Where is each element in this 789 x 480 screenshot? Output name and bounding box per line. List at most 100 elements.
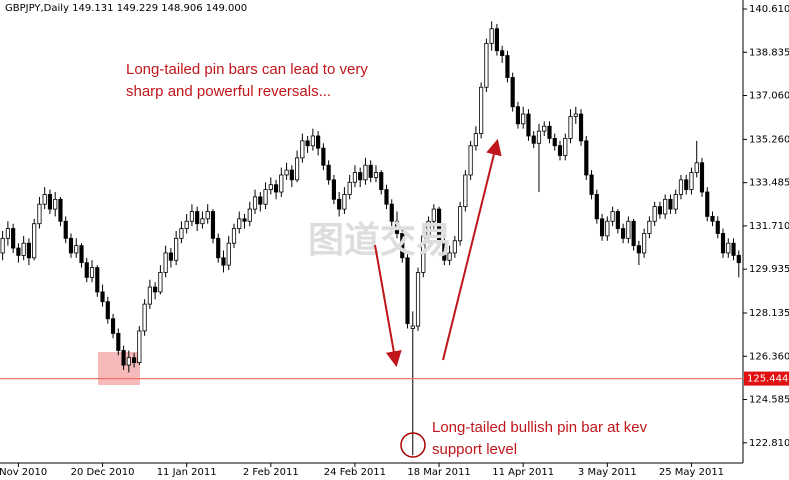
candle-body — [358, 172, 363, 181]
support-label-box — [744, 371, 789, 386]
candle-body — [563, 138, 568, 156]
candle-body — [174, 237, 179, 261]
candle-body — [368, 164, 373, 178]
y-tick-label: 137.060 — [749, 91, 789, 102]
candle-body — [74, 245, 79, 254]
x-tick-label: 20 Dec 2010 — [71, 467, 135, 478]
candle-body — [195, 211, 200, 225]
candle-body — [121, 350, 126, 366]
candle-body — [89, 267, 95, 278]
candle-body — [16, 247, 21, 256]
candle-body — [189, 211, 195, 222]
candle-body — [715, 220, 720, 234]
candle-body — [95, 267, 100, 293]
candle-body — [5, 228, 10, 239]
candle-body — [400, 233, 405, 259]
candle-body — [494, 28, 499, 52]
candle-body — [479, 86, 484, 134]
candle-body — [405, 257, 410, 325]
candle-body — [426, 220, 431, 237]
candle-body — [736, 254, 741, 264]
candle-body — [684, 179, 689, 190]
candle-body — [379, 172, 384, 190]
candle-body — [505, 55, 510, 78]
candle-body — [610, 211, 615, 222]
x-tick-label: 3 May 2011 — [578, 467, 637, 478]
candle-body — [363, 164, 368, 181]
candle-body — [137, 330, 142, 364]
candle-body — [373, 172, 379, 178]
candle-body — [463, 174, 468, 208]
candle-body — [605, 220, 610, 237]
x-tick-label: 11 Jan 2011 — [157, 467, 217, 478]
candle-body — [247, 208, 252, 222]
candle-body — [447, 252, 452, 261]
candle-body — [263, 189, 268, 205]
candle-body — [231, 228, 237, 244]
x-tick-label: 25 May 2011 — [659, 467, 724, 478]
candle-body — [142, 303, 147, 332]
candle-body — [326, 164, 331, 181]
pin-bar-circle — [400, 432, 426, 458]
candle-body — [515, 106, 521, 125]
candle-body — [626, 220, 631, 239]
candle-body — [258, 196, 263, 205]
x-tick-label: 24 Feb 2011 — [324, 467, 386, 478]
candle-body — [68, 237, 74, 254]
candle-body — [500, 50, 505, 56]
candle-body — [242, 218, 247, 222]
candle-body — [321, 147, 326, 166]
candle-body — [663, 198, 668, 215]
candle-body — [657, 206, 663, 215]
watermark: 图道交易 — [308, 219, 452, 261]
candle-body — [163, 252, 168, 273]
candle-body — [673, 194, 678, 210]
y-tick-label: 133.485 — [749, 178, 789, 189]
candle-body — [84, 262, 89, 278]
candle-body — [484, 42, 489, 88]
candle-body — [415, 272, 421, 327]
candle-body — [110, 318, 116, 334]
candle-body — [389, 203, 394, 222]
annotation: support level — [432, 441, 517, 458]
candle-body — [342, 194, 347, 210]
candle-body — [442, 242, 447, 261]
candle-body — [536, 130, 542, 144]
candle-body — [284, 169, 289, 176]
x-tick-label: 2 Feb 2011 — [243, 467, 299, 478]
y-tick-label: 128.135 — [749, 308, 789, 319]
candle-body — [394, 220, 400, 234]
candle-body — [726, 242, 731, 254]
candle-body — [210, 211, 216, 239]
candle-body — [384, 189, 389, 205]
candle-body — [42, 194, 47, 205]
candle-body — [510, 77, 515, 108]
candle-body — [316, 135, 321, 149]
candle-body — [347, 181, 352, 195]
candle-body — [521, 113, 526, 125]
candle-body — [158, 272, 163, 293]
candle-body — [557, 145, 563, 156]
candle-body — [431, 208, 436, 222]
candle-body — [300, 140, 305, 159]
candle-body — [731, 242, 736, 256]
candle-body — [63, 220, 68, 239]
x-tick-label: 11 Apr 2011 — [492, 467, 554, 478]
candle-body — [410, 325, 415, 329]
candle-body — [47, 194, 53, 210]
annotation: Long-tailed bullish pin bar at kev — [432, 419, 648, 436]
candle-body — [26, 242, 32, 259]
header: GBPJPY,Daily 149.131 149.229 148.906 149… — [5, 3, 247, 14]
candle-body — [226, 242, 231, 266]
candle-body — [531, 135, 536, 144]
candle-body — [11, 228, 16, 249]
arrow-up — [442, 138, 502, 361]
candle-body — [584, 140, 589, 176]
candle-body — [168, 252, 173, 261]
candle-body — [636, 245, 641, 254]
y-tick-label: 124.585 — [749, 395, 789, 406]
candle-body — [552, 138, 557, 147]
y-tick-label: 126.360 — [749, 351, 789, 362]
